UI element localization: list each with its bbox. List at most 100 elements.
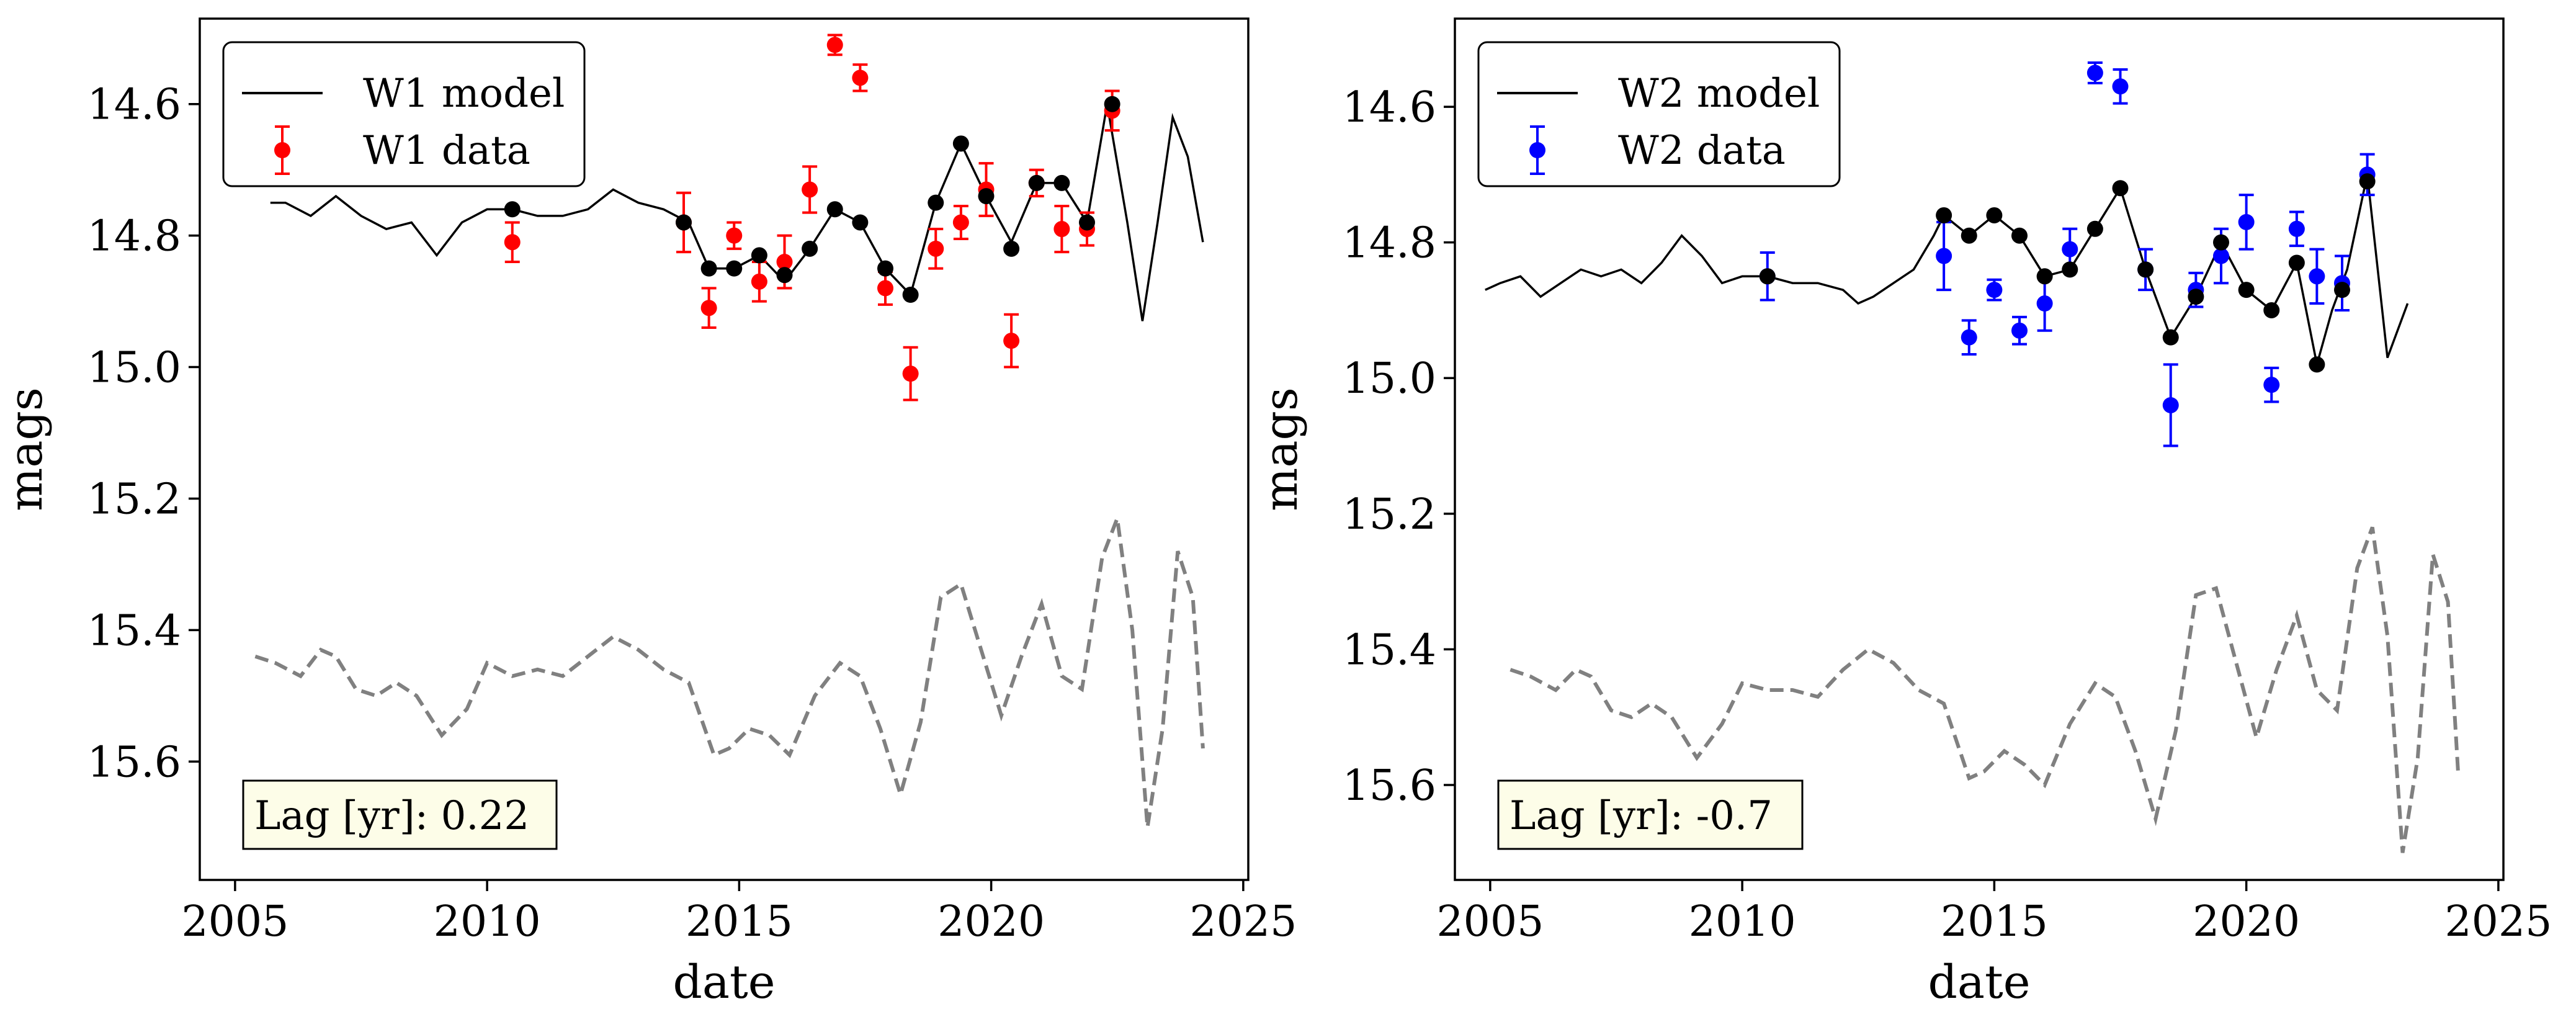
model-sample-point [952, 135, 969, 152]
data-marker [2062, 241, 2078, 258]
x-tick-label: 2010 [434, 897, 541, 946]
data-marker [802, 181, 818, 198]
data-marker [1003, 333, 1020, 349]
shifted-light-curve-line [254, 518, 1205, 828]
data-point [700, 287, 717, 329]
model-sample-point [504, 201, 521, 218]
y-tick-label: 15.4 [1343, 626, 1436, 675]
data-point [2036, 275, 2053, 332]
model-sample-point [902, 287, 919, 303]
legend-data-marker [274, 142, 290, 158]
legend-box [222, 41, 586, 187]
model-sample-point [2263, 302, 2280, 318]
model-sample-point [1028, 174, 1045, 191]
model-sample-point [877, 260, 893, 277]
data-point [1961, 319, 1977, 356]
model-sample-point [2213, 234, 2229, 251]
y-tick-label: 14.6 [1343, 83, 1436, 132]
data-marker [2162, 397, 2179, 413]
legend: W1 model W1 data [222, 41, 586, 187]
y-tick-label: 15.2 [1343, 490, 1436, 539]
data-marker [826, 37, 843, 53]
model-sample-point [2188, 289, 2204, 305]
data-marker [902, 366, 919, 382]
lag-text: Lag [yr]: -0.7 [1509, 793, 1773, 839]
model-sample-point [1079, 214, 1095, 231]
data-point [1053, 204, 1070, 254]
model-sample-point [2062, 261, 2078, 278]
data-point [826, 34, 843, 56]
legend-data-label: W2 data [1618, 128, 1786, 174]
y-axis-label: mags [1254, 387, 1308, 511]
model-sample-point [1759, 268, 1776, 285]
data-point [852, 63, 869, 92]
data-point [1986, 278, 2003, 302]
data-marker [2213, 248, 2229, 264]
y-tick-label: 15.0 [87, 344, 181, 393]
x-tick-label: 2020 [2193, 897, 2300, 946]
model-sample-point [2309, 356, 2325, 373]
x-tick-label: 2015 [1941, 897, 2048, 946]
x-axis-label: date [673, 956, 775, 1009]
x-tick-label: 2005 [181, 897, 288, 946]
model-sample-point [1003, 240, 1020, 257]
data-point [877, 270, 893, 306]
model-sample-point [826, 201, 843, 218]
lag-box [242, 779, 558, 850]
data-point [2288, 210, 2305, 248]
legend-model-label: W1 model [363, 71, 565, 117]
model-sample-point [2137, 261, 2154, 278]
lag-annotation: Lag [yr]: -0.7 [1497, 779, 1804, 850]
model-sample-point [700, 260, 717, 277]
model-sample-point [726, 260, 743, 277]
data-point [1003, 313, 1020, 369]
model-sample-point [1986, 207, 2003, 223]
x-tick-label: 2015 [686, 897, 793, 946]
data-marker [1986, 282, 2003, 298]
data-marker [2011, 322, 2028, 339]
y-tick-label: 15.6 [1343, 761, 1436, 810]
data-point [751, 261, 767, 303]
model-sample-point [2238, 282, 2255, 298]
data-point [2086, 61, 2103, 84]
y-tick-label: 14.8 [87, 212, 181, 261]
y-tick-label: 15.0 [1343, 354, 1436, 403]
model-sample-point [2162, 329, 2179, 346]
chart-panel-1: 2005 2010 2015 2020 2025 14.6 14.8 15.0 15.2 15.4… [0, 17, 1297, 1009]
data-point [802, 165, 818, 214]
x-tick-label: 2005 [1436, 897, 1544, 946]
model-sample-point [1936, 207, 1952, 223]
plot-area [254, 34, 1205, 828]
legend-box [1477, 41, 1841, 187]
model-line-2 [1485, 174, 2409, 365]
lag-annotation: Lag [yr]: 0.22 [242, 779, 558, 850]
chart-panel-2: 2005 2010 2015 2020 2025 14.6 14.8 15.0 15.2 15.4… [1254, 17, 2552, 1009]
x-tick-label: 2020 [937, 897, 1045, 946]
model-sample-point [852, 214, 869, 231]
data-marker [700, 300, 717, 316]
model-sample-point [2288, 254, 2305, 271]
legend-data-marker [1529, 142, 1545, 158]
data-marker [1961, 329, 1977, 346]
legend-data-label: W1 data [363, 128, 530, 174]
model-sample-point [928, 194, 944, 211]
model-sample-point [676, 214, 692, 231]
data-point [2238, 194, 2255, 251]
data-marker [1053, 221, 1070, 238]
data-marker [928, 240, 944, 257]
x-tick-label: 2025 [2444, 897, 2552, 946]
model-sample-point [2086, 220, 2103, 237]
axes-frame [1454, 17, 2505, 881]
data-marker [751, 273, 767, 290]
model-sample-point [978, 188, 995, 205]
data-marker [2086, 65, 2103, 81]
data-marker [2238, 213, 2255, 230]
plot-area [1485, 61, 2460, 853]
data-point [2011, 315, 2028, 346]
data-marker [2309, 268, 2325, 285]
model-sample-point [802, 240, 818, 257]
y-tick-label: 14.8 [1343, 219, 1436, 268]
data-marker [776, 254, 793, 271]
lag-box [1497, 779, 1804, 850]
